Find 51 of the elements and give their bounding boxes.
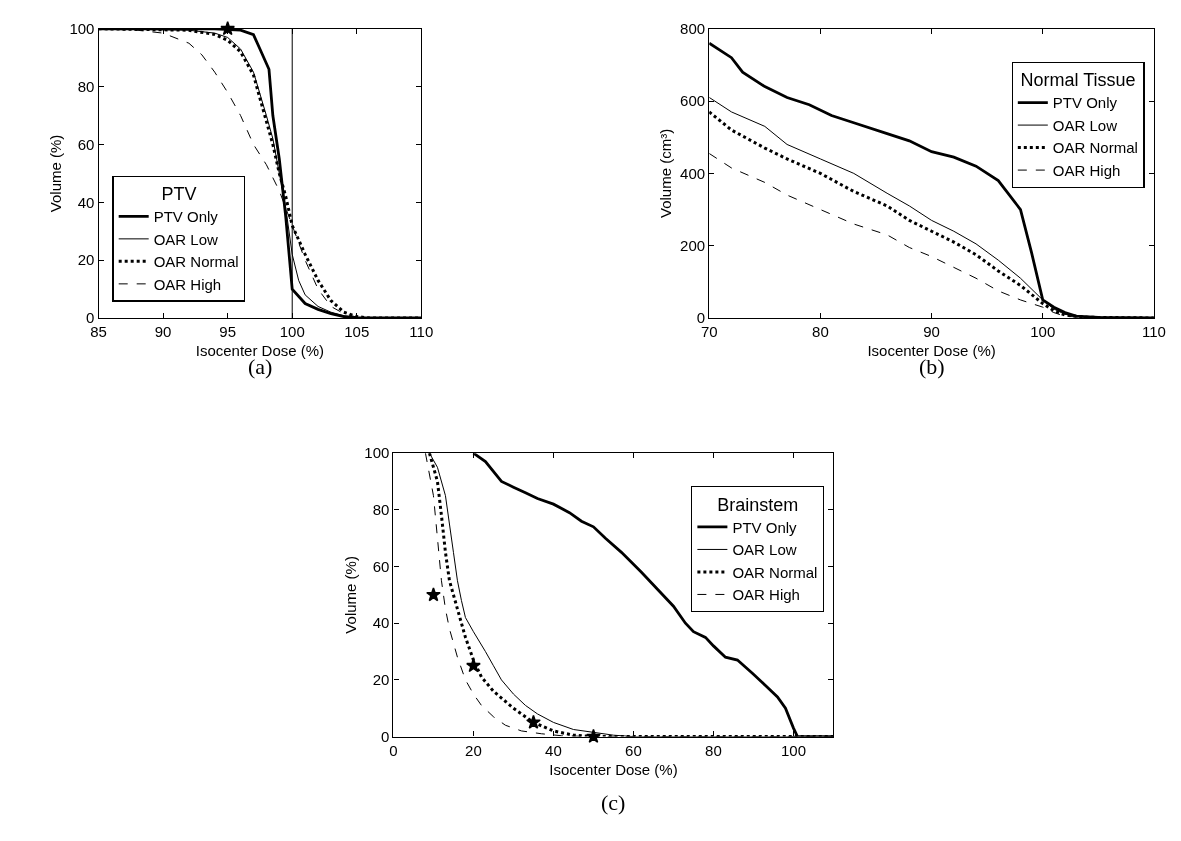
x-tick-label: 20 — [465, 741, 482, 759]
legend-label: OAR High — [732, 586, 800, 604]
x-tick-label: 105 — [344, 323, 370, 341]
y-axis-title: Volume (%) — [341, 556, 359, 634]
x-axis-title: Isocenter Dose (%) — [867, 342, 996, 360]
x-tick-label: 110 — [409, 323, 434, 341]
x-axis-title: Isocenter Dose (%) — [549, 760, 678, 778]
y-tick-label: 40 — [77, 193, 95, 211]
x-tick-label: 40 — [545, 741, 562, 759]
y-tick-label: 400 — [680, 164, 706, 182]
y-tick-label: 80 — [372, 501, 390, 519]
legend-label: OAR High — [153, 275, 222, 293]
x-tick-label: 100 — [1030, 323, 1056, 341]
x-tick-label: 90 — [923, 323, 940, 341]
y-tick-label: 200 — [680, 236, 706, 254]
y-tick-label: 20 — [372, 671, 390, 689]
x-tick-label: 90 — [154, 323, 172, 341]
legend-title: Brainstem — [717, 494, 799, 515]
legend-label: PTV Only — [1052, 94, 1118, 112]
legend-title: PTV — [161, 184, 197, 205]
x-tick-label: 110 — [1141, 323, 1166, 341]
y-tick-label: 80 — [77, 77, 95, 95]
y-tick-label: 100 — [364, 444, 390, 462]
y-tick-label: 0 — [381, 727, 390, 745]
x-tick-label: 95 — [219, 323, 236, 341]
y-tick-label: 40 — [372, 614, 390, 632]
legend-title: Normal Tissue — [1020, 70, 1136, 91]
y-axis-title: Volume (cm³) — [657, 128, 675, 218]
legend-label: OAR Normal — [153, 253, 239, 271]
legend-label: OAR Low — [732, 541, 797, 559]
x-tick-label: 100 — [279, 323, 305, 341]
legend-label: PTV Only — [732, 518, 798, 536]
legend-label: OAR Low — [1052, 116, 1118, 134]
legend-label: OAR Low — [153, 230, 219, 248]
legend-label: OAR Normal — [1052, 139, 1138, 157]
y-tick-label: 600 — [680, 92, 706, 110]
x-axis-title: Isocenter Dose (%) — [195, 342, 325, 360]
x-tick-label: 100 — [780, 741, 806, 759]
legend-label: OAR Normal — [732, 563, 818, 581]
y-axis-title: Volume (%) — [46, 134, 64, 213]
x-tick-label: 80 — [812, 323, 829, 341]
y-tick-label: 60 — [77, 135, 95, 153]
y-tick-label: 60 — [372, 557, 390, 575]
y-tick-label: 800 — [680, 20, 706, 38]
text: (c) — [601, 790, 626, 815]
legend-label: OAR High — [1052, 161, 1121, 179]
y-tick-label: 20 — [77, 251, 95, 269]
x-tick-label: 80 — [705, 741, 722, 759]
x-tick-label: 60 — [625, 741, 642, 759]
y-tick-label: 100 — [69, 20, 95, 38]
legend-label: PTV Only — [153, 208, 219, 226]
